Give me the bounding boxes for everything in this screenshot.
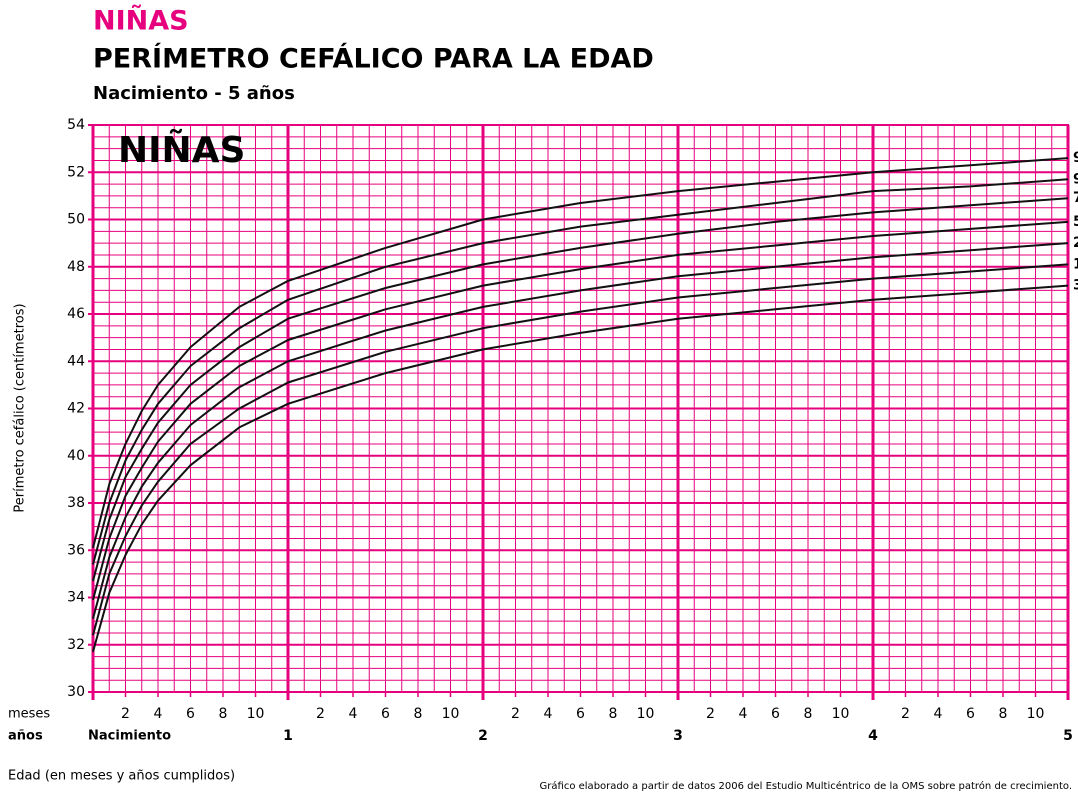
year-tick-label: 1: [283, 728, 293, 744]
x-tick-label: 2: [316, 706, 325, 722]
x-tick-label: 6: [186, 706, 195, 722]
x-tick-label: 10: [832, 706, 850, 722]
x-tick-label: 10: [247, 706, 265, 722]
x-axis-label: Edad (en meses y años cumplidos): [8, 769, 235, 784]
percentile-label: 25: [1073, 235, 1078, 251]
plot: NIÑAS 97 90 75 50 25 10 3: [92, 129, 1078, 653]
x-tick-label: 10: [1027, 706, 1045, 722]
chart-subtitle: PERÍMETRO CEFÁLICO PARA LA EDAD: [93, 43, 654, 75]
percentile-line: [92, 220, 1069, 601]
y-tick-label: 50: [67, 212, 85, 228]
percentile-line: [92, 157, 1069, 549]
x-tick-label: 8: [999, 706, 1008, 722]
x-tick-label: 6: [966, 706, 975, 722]
x-tick-label: 2: [511, 706, 520, 722]
y-tick-label: 30: [67, 684, 85, 700]
inner-label: NIÑAS: [118, 129, 245, 171]
x-tick-label: 10: [442, 706, 460, 722]
x-tick-label: 10: [637, 706, 655, 722]
y-tick-label: 40: [67, 448, 85, 464]
percentile-line: [92, 242, 1069, 620]
year-tick-label: 2: [478, 728, 488, 744]
percentile-label: 3: [1073, 278, 1078, 294]
y-axis-label: Perímetro cefálico (centímetros): [13, 303, 28, 512]
x-tick-label: 2: [706, 706, 715, 722]
x-tick-label: 8: [804, 706, 813, 722]
y-tick-label: 36: [67, 542, 85, 558]
percentile-label: 90: [1073, 171, 1078, 187]
month-row-label: meses: [8, 707, 50, 722]
source-note: Gráfico elaborado a partir de datos 2006…: [540, 780, 1072, 792]
x-tick-label: 6: [576, 706, 585, 722]
percentile-line: [92, 178, 1069, 565]
y-tick-label: 54: [67, 117, 85, 133]
percentile-label: 10: [1073, 256, 1078, 272]
plot-frame: [92, 124, 1069, 693]
chart-title: NIÑAS: [93, 5, 189, 37]
y-tick-label: 32: [67, 637, 85, 653]
year-tick-label: 4: [868, 728, 878, 744]
x-tick-label: 4: [934, 706, 943, 722]
x-tick-label: 4: [544, 706, 553, 722]
y-tick-label: 52: [67, 164, 85, 180]
x-tick-label: 8: [219, 706, 228, 722]
x-tick-label: 4: [349, 706, 358, 722]
percentile-line: [92, 284, 1069, 653]
y-tick-label: 34: [67, 590, 85, 606]
percentile-label: 50: [1073, 214, 1078, 230]
x-tick-label: 6: [381, 706, 390, 722]
percentile-line: [92, 197, 1069, 582]
grid: [88, 124, 1070, 700]
year-tick-label: 3: [673, 728, 683, 744]
y-tick-label: 42: [67, 401, 85, 417]
y-tick-label: 44: [67, 353, 85, 369]
x-tick-label: 2: [121, 706, 130, 722]
x-tick-label: 8: [609, 706, 618, 722]
year-tick-label: Nacimiento: [88, 729, 171, 744]
year-row-label: años: [8, 729, 43, 744]
percentile-label: 97: [1073, 150, 1078, 166]
x-tick-label: 8: [414, 706, 423, 722]
x-tick-label: 6: [771, 706, 780, 722]
percentile-line: [92, 263, 1069, 636]
year-tick-label: 5: [1063, 728, 1073, 744]
chart-subtitle-2: Nacimiento - 5 años: [93, 83, 295, 104]
y-tick-label: 38: [67, 495, 85, 511]
y-tick-label: 46: [67, 306, 85, 322]
x-tick-label: 2: [901, 706, 910, 722]
x-tick-label: 4: [154, 706, 163, 722]
percentile-label: 75: [1073, 190, 1078, 206]
x-tick-label: 4: [739, 706, 748, 722]
y-tick-label: 48: [67, 259, 85, 275]
